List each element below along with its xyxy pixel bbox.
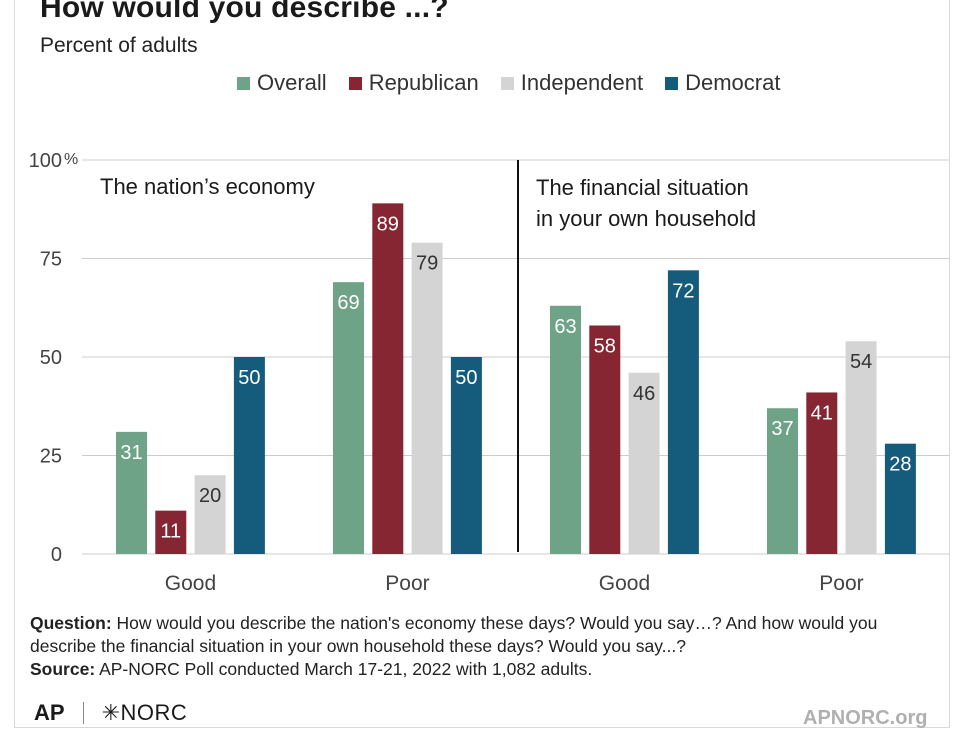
data-label: 89 xyxy=(377,213,399,235)
panel-label: The financial situation xyxy=(536,175,749,200)
source-text: AP-NORC Poll conducted March 17-21, 2022… xyxy=(99,659,593,679)
legend: Overall Republican Independent Democrat xyxy=(237,70,780,96)
x-tick-label: Good xyxy=(599,572,650,595)
x-tick-label: Poor xyxy=(385,572,429,595)
panel-label: The nation’s economy xyxy=(100,174,315,199)
legend-label-overall: Overall xyxy=(257,70,327,95)
legend-label-republican: Republican xyxy=(368,70,479,95)
legend-item-overall: Overall xyxy=(237,70,327,96)
data-label: 41 xyxy=(811,402,833,424)
x-tick-label: Poor xyxy=(819,572,863,595)
data-label: 72 xyxy=(672,280,694,302)
bar xyxy=(806,392,838,554)
chart-title: How would you describe ...? xyxy=(40,0,449,24)
bar xyxy=(550,305,581,554)
site-link[interactable]: APNORC.org xyxy=(803,707,928,729)
data-label: 50 xyxy=(238,367,260,389)
legend-swatch-democrat xyxy=(665,76,679,90)
data-label: 31 xyxy=(120,442,142,464)
source-note: Source: AP-NORC Poll conducted March 17-… xyxy=(30,658,930,681)
data-label: 58 xyxy=(594,335,616,357)
bar xyxy=(845,341,877,554)
data-label: 37 xyxy=(771,418,793,440)
bar xyxy=(411,242,443,555)
bar xyxy=(116,431,147,554)
norc-logo: ✳NORC xyxy=(101,700,188,725)
bar-chart: 0 25 50 75 100 % The nation’s economy 31 11 20 50 G… xyxy=(29,150,949,595)
bar xyxy=(233,357,265,554)
legend-item-republican: Republican xyxy=(348,70,479,96)
question-note: Question: How would you describe the nat… xyxy=(30,612,930,658)
y-tick-label: 100 xyxy=(29,150,62,172)
footer-logos: AP ✳NORC xyxy=(34,700,187,726)
bar xyxy=(667,270,699,554)
y-tick-label: 75 xyxy=(40,249,62,271)
y-tick-label: 50 xyxy=(40,347,62,369)
legend-swatch-independent xyxy=(500,76,514,90)
bar xyxy=(767,408,798,554)
ap-logo: AP xyxy=(34,700,65,725)
bar xyxy=(194,475,226,554)
bar xyxy=(333,282,364,554)
legend-swatch-overall xyxy=(237,76,250,90)
panel-label: in your own household xyxy=(536,206,756,231)
chart-notes: Question: How would you describe the nat… xyxy=(30,612,930,681)
question-text: How would you describe the nation's econ… xyxy=(30,613,878,656)
bar xyxy=(589,325,621,554)
data-label: 46 xyxy=(633,383,655,405)
legend-label-democrat: Democrat xyxy=(685,70,781,95)
legend-label-independent: Independent xyxy=(520,70,644,95)
bar xyxy=(884,443,916,554)
question-label: Question: xyxy=(30,613,112,633)
x-tick-label: Good xyxy=(165,572,216,595)
data-label: 28 xyxy=(889,454,911,476)
y-tick-label: 25 xyxy=(40,446,62,468)
source-label: Source: xyxy=(30,659,96,679)
bar xyxy=(372,203,404,554)
logo-separator xyxy=(82,702,84,724)
legend-item-democrat: Democrat xyxy=(665,70,780,96)
chart-subtitle: Percent of adults xyxy=(40,34,198,57)
data-label: 63 xyxy=(554,316,576,338)
legend-item-independent: Independent xyxy=(500,70,644,96)
bar xyxy=(450,357,482,554)
data-label: 50 xyxy=(455,367,477,389)
legend-swatch-republican xyxy=(348,76,362,90)
data-label: 11 xyxy=(160,521,181,543)
data-label: 20 xyxy=(199,485,221,507)
bar xyxy=(155,510,187,554)
y-unit-label: % xyxy=(64,151,78,168)
data-label: 54 xyxy=(850,351,872,373)
data-label: 79 xyxy=(416,253,438,275)
y-tick-label: 0 xyxy=(51,544,62,566)
data-label: 69 xyxy=(337,292,359,314)
bar xyxy=(628,372,660,554)
